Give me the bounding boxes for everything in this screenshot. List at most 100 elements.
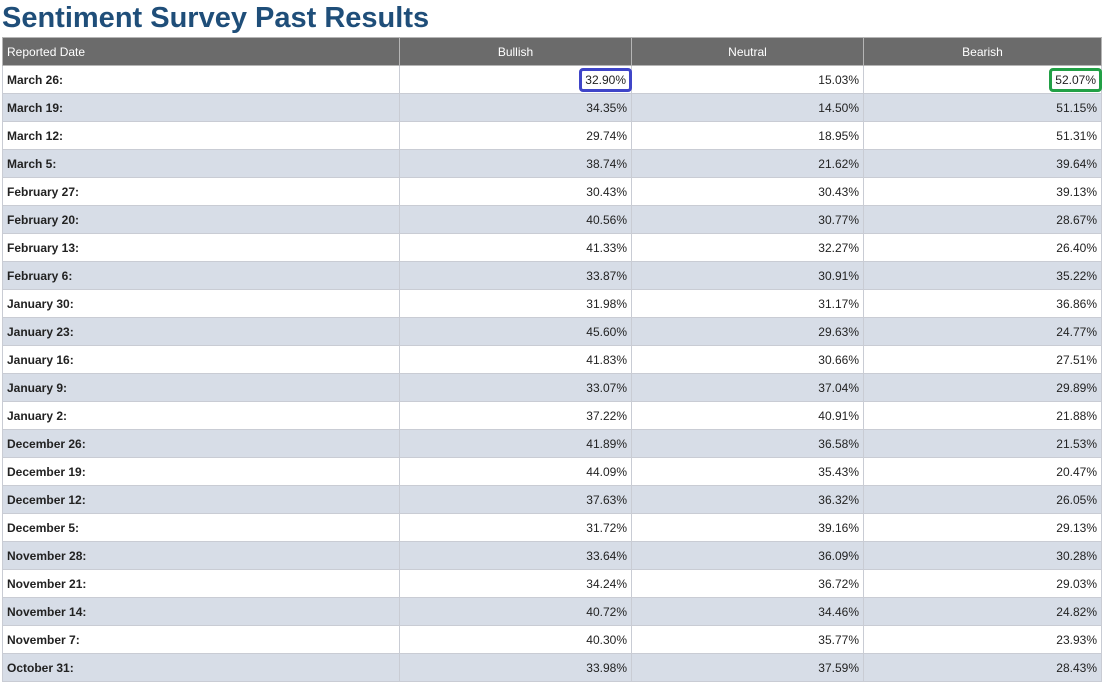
page-title: Sentiment Survey Past Results (2, 2, 430, 34)
table-row: February 13: 41.33% 32.27% 26.40% (2, 233, 1102, 262)
cell-bullish: 34.35% (399, 93, 632, 122)
cell-reported-date: December 26: (2, 429, 400, 458)
cell-bullish: 40.72% (399, 597, 632, 626)
cell-bearish: 30.28% (863, 541, 1102, 570)
cell-bearish: 28.43% (863, 653, 1102, 682)
cell-neutral: 40.91% (631, 401, 864, 430)
cell-bullish: 40.56% (399, 205, 632, 234)
cell-bearish: 20.47% (863, 457, 1102, 486)
highlight-box: 52.07% (1049, 67, 1102, 92)
cell-bullish: 34.24% (399, 569, 632, 598)
table-row: November 7: 40.30% 35.77% 23.93% (2, 625, 1102, 654)
table-row: March 5: 38.74% 21.62% 39.64% (2, 149, 1102, 178)
table-header-row: Reported Date Bullish Neutral Bearish (2, 37, 1102, 66)
cell-reported-date: March 19: (2, 93, 400, 122)
cell-bullish: 31.72% (399, 513, 632, 542)
cell-bullish: 37.63% (399, 485, 632, 514)
cell-reported-date: January 23: (2, 317, 400, 346)
cell-neutral: 30.77% (631, 205, 864, 234)
header-bullish: Bullish (399, 37, 632, 66)
cell-reported-date: December 12: (2, 485, 400, 514)
cell-reported-date: January 2: (2, 401, 400, 430)
cell-reported-date: February 13: (2, 233, 400, 262)
table-row: January 30: 31.98% 31.17% 36.86% (2, 289, 1102, 318)
cell-bullish: 41.83% (399, 345, 632, 374)
cell-reported-date: November 14: (2, 597, 400, 626)
table-row: November 28: 33.64% 36.09% 30.28% (2, 541, 1102, 570)
cell-bearish: 26.40% (863, 233, 1102, 262)
cell-bearish: 52.07% (863, 65, 1102, 94)
cell-bearish: 29.13% (863, 513, 1102, 542)
table-row: March 19: 34.35% 14.50% 51.15% (2, 93, 1102, 122)
cell-bearish: 36.86% (863, 289, 1102, 318)
cell-bearish: 39.13% (863, 177, 1102, 206)
table-row: January 23: 45.60% 29.63% 24.77% (2, 317, 1102, 346)
table-row: November 14: 40.72% 34.46% 24.82% (2, 597, 1102, 626)
table-row: November 21: 34.24% 36.72% 29.03% (2, 569, 1102, 598)
table-row: March 12: 29.74% 18.95% 51.31% (2, 121, 1102, 150)
cell-reported-date: October 31: (2, 653, 400, 682)
cell-bearish: 24.82% (863, 597, 1102, 626)
cell-bearish: 24.77% (863, 317, 1102, 346)
cell-bearish: 29.89% (863, 373, 1102, 402)
table-row: February 6: 33.87% 30.91% 35.22% (2, 261, 1102, 290)
cell-reported-date: January 9: (2, 373, 400, 402)
cell-neutral: 35.43% (631, 457, 864, 486)
cell-bearish: 28.67% (863, 205, 1102, 234)
cell-neutral: 37.59% (631, 653, 864, 682)
table-row: December 5: 31.72% 39.16% 29.13% (2, 513, 1102, 542)
cell-bearish: 27.51% (863, 345, 1102, 374)
cell-neutral: 30.43% (631, 177, 864, 206)
cell-neutral: 30.91% (631, 261, 864, 290)
cell-bullish: 33.64% (399, 541, 632, 570)
table-row: January 9: 33.07% 37.04% 29.89% (2, 373, 1102, 402)
cell-bullish: 37.22% (399, 401, 632, 430)
table-row: March 26: 32.90% 15.03% 52.07% (2, 65, 1102, 94)
table-row: February 27: 30.43% 30.43% 39.13% (2, 177, 1102, 206)
cell-neutral: 35.77% (631, 625, 864, 654)
cell-bullish: 41.89% (399, 429, 632, 458)
cell-bullish: 41.33% (399, 233, 632, 262)
cell-bearish: 51.15% (863, 93, 1102, 122)
cell-bearish: 39.64% (863, 149, 1102, 178)
cell-bearish: 35.22% (863, 261, 1102, 290)
cell-bullish: 38.74% (399, 149, 632, 178)
cell-bullish: 40.30% (399, 625, 632, 654)
cell-reported-date: March 12: (2, 121, 400, 150)
header-neutral: Neutral (631, 37, 864, 66)
cell-reported-date: February 6: (2, 261, 400, 290)
table-row: October 31: 33.98% 37.59% 28.43% (2, 653, 1102, 682)
cell-bullish: 32.90% (399, 65, 632, 94)
table-row: February 20: 40.56% 30.77% 28.67% (2, 205, 1102, 234)
table-row: January 2: 37.22% 40.91% 21.88% (2, 401, 1102, 430)
cell-neutral: 34.46% (631, 597, 864, 626)
cell-bearish: 21.88% (863, 401, 1102, 430)
cell-bullish: 45.60% (399, 317, 632, 346)
table-row: December 12: 37.63% 36.32% 26.05% (2, 485, 1102, 514)
table-body: March 26: 32.90% 15.03% 52.07% March 19: 34.3… (2, 65, 1102, 682)
cell-neutral: 32.27% (631, 233, 864, 262)
cell-neutral: 18.95% (631, 121, 864, 150)
table-row: January 16: 41.83% 30.66% 27.51% (2, 345, 1102, 374)
cell-reported-date: February 27: (2, 177, 400, 206)
cell-neutral: 31.17% (631, 289, 864, 318)
cell-reported-date: January 30: (2, 289, 400, 318)
cell-reported-date: February 20: (2, 205, 400, 234)
cell-neutral: 36.09% (631, 541, 864, 570)
cell-reported-date: November 28: (2, 541, 400, 570)
cell-bullish: 31.98% (399, 289, 632, 318)
cell-neutral: 36.32% (631, 485, 864, 514)
cell-bearish: 26.05% (863, 485, 1102, 514)
cell-bearish: 51.31% (863, 121, 1102, 150)
cell-reported-date: November 7: (2, 625, 400, 654)
cell-neutral: 30.66% (631, 345, 864, 374)
cell-neutral: 15.03% (631, 65, 864, 94)
cell-neutral: 36.58% (631, 429, 864, 458)
cell-bullish: 30.43% (399, 177, 632, 206)
table-row: December 19: 44.09% 35.43% 20.47% (2, 457, 1102, 486)
cell-neutral: 14.50% (631, 93, 864, 122)
cell-reported-date: March 5: (2, 149, 400, 178)
cell-bearish: 29.03% (863, 569, 1102, 598)
header-reported-date: Reported Date (2, 37, 400, 66)
cell-reported-date: December 5: (2, 513, 400, 542)
